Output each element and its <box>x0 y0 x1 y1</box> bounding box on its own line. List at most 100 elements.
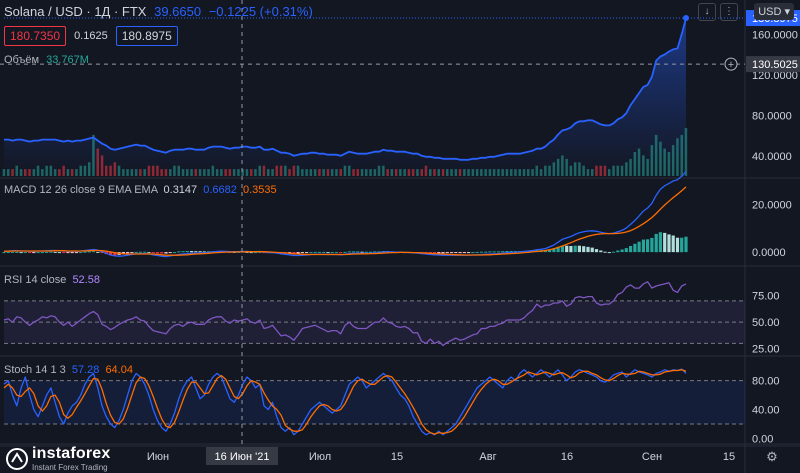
volume-bar <box>58 169 61 176</box>
volume-bar <box>488 169 492 176</box>
time-tick-label: 15 <box>723 451 735 463</box>
volume-bar <box>386 169 389 176</box>
volume-bar <box>578 162 581 176</box>
macd-histogram-bar <box>326 252 330 254</box>
volume-bar <box>561 155 564 176</box>
volume-value: 33.767M <box>46 54 89 66</box>
volume-bar <box>75 169 78 176</box>
macd-histogram-bar <box>317 251 321 253</box>
volume-bar <box>122 169 125 176</box>
volume-legend: Объём 33.767M <box>4 54 89 66</box>
macd-histogram-bar <box>168 252 172 254</box>
volume-bar <box>544 165 547 176</box>
volume-bar <box>228 169 232 176</box>
price-tick-label: 160.0000 <box>752 29 798 41</box>
macd-histogram-bar <box>680 237 684 253</box>
volume-bar <box>24 169 27 176</box>
macd-histogram-bar <box>160 252 164 254</box>
volume-bar <box>450 169 453 176</box>
macd-histogram-bar <box>194 251 198 253</box>
volume-bar <box>224 169 227 176</box>
volume-bar <box>2 169 6 176</box>
macd-histogram-bar <box>32 252 36 254</box>
volume-bar <box>390 169 394 176</box>
macd-histogram-bar <box>356 251 360 253</box>
volume-bar <box>582 165 585 176</box>
crosshair-plus-icon <box>724 57 738 71</box>
volume-bar <box>143 169 146 176</box>
macd-histogram-bar <box>445 252 449 254</box>
macd-histogram-bar <box>577 245 581 253</box>
macd-histogram-bar <box>23 252 27 254</box>
macd-histogram-bar <box>190 251 194 253</box>
logo-icon <box>6 447 28 470</box>
volume-bar <box>11 169 14 176</box>
macd-histogram-bar <box>467 252 471 254</box>
volume-bar <box>156 165 159 176</box>
macd-histogram-bar <box>373 251 377 253</box>
macd-histogram-bar <box>74 252 79 254</box>
macd-histogram-bar <box>62 252 66 254</box>
stoch-label: Stoch 14 1 3 <box>4 364 66 376</box>
symbol-title[interactable]: Solana / USD · 1Д · FTX <box>4 4 147 19</box>
macd-histogram-bar <box>87 251 91 253</box>
volume-bar <box>595 165 598 176</box>
volume-bar <box>130 169 134 176</box>
price-tick-label: 80.0000 <box>752 110 792 122</box>
volume-bar <box>105 165 108 176</box>
volume-bar <box>586 169 590 176</box>
macd-histogram-bar <box>347 251 351 253</box>
macd-histogram-bar <box>560 245 564 253</box>
stoch-d-line <box>3 369 687 435</box>
volume-bar <box>237 169 240 176</box>
logo-name: instaforex <box>32 445 111 462</box>
macd-histogram-bar <box>100 252 104 254</box>
volume-bar <box>301 169 304 176</box>
stoch-band <box>4 380 745 424</box>
macd-histogram-bar <box>684 236 688 253</box>
volume-bar <box>484 169 487 176</box>
macd-histogram-bar <box>181 251 185 253</box>
crosshair-price-label: 130.5025 <box>752 59 798 71</box>
volume-bar <box>241 169 244 176</box>
macd-histogram-bar <box>488 251 492 253</box>
macd-histogram-bar <box>658 232 662 253</box>
volume-bar <box>7 169 10 176</box>
macd-histogram-bar <box>629 246 633 253</box>
buy-price-box[interactable]: 180.8975 <box>115 26 178 46</box>
volume-bar <box>403 169 406 176</box>
rsi-tick-label: 25.00 <box>752 344 780 356</box>
price-line <box>4 17 687 161</box>
volume-bar <box>684 128 688 176</box>
volume-bar <box>220 169 223 176</box>
crosshair-plus-glyph: + <box>728 59 734 71</box>
arrow-down-icon[interactable]: ↓ <box>698 3 716 21</box>
stoch-tick-label: 0.00 <box>752 433 773 445</box>
volume-bar <box>330 169 334 176</box>
sell-price-box[interactable]: 180.7350 <box>4 26 67 46</box>
macd-histogram-bar <box>296 252 300 254</box>
logo-tagline: Instant Forex Trading <box>32 463 108 472</box>
macd-histogram-bar <box>91 251 96 253</box>
volume-bar <box>620 165 624 176</box>
macd-histogram-bar <box>300 252 304 254</box>
volume-bar <box>548 165 551 176</box>
macd-histogram-bar <box>45 251 49 253</box>
volume-bar <box>463 169 466 176</box>
macd-histogram-bar <box>501 251 505 253</box>
currency-select[interactable]: USD ▾ <box>754 3 794 20</box>
volume-bar <box>603 165 607 176</box>
macd-histogram-bar <box>151 252 155 254</box>
macd-histogram-bar <box>309 252 313 254</box>
volume-bar <box>250 169 253 176</box>
macd-histogram-bar <box>258 251 262 253</box>
volume-bar <box>650 145 654 176</box>
volume-bar <box>420 169 423 176</box>
macd-line-value: 0.6682 <box>203 184 237 196</box>
volume-bar <box>527 169 530 176</box>
more-icon[interactable]: ⋮ <box>720 3 738 21</box>
volume-bar <box>475 169 479 176</box>
instaforex-logo: instaforex Instant Forex Trading <box>6 445 110 472</box>
volume-bar <box>356 169 359 176</box>
